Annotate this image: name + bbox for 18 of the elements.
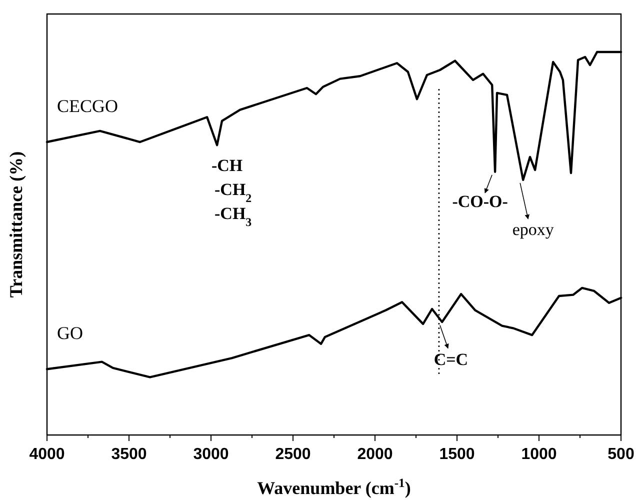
x-tick-label: 1000 [521,446,557,463]
series-label: CECGO [57,96,118,116]
series-label: GO [57,323,83,344]
annotation: -CO-O- [452,192,508,211]
annotation: -CH [211,156,243,176]
y-axis-title: Transmittance (%) [6,151,26,298]
x-tick-label: 3500 [111,446,147,463]
x-tick-label: 1500 [439,446,475,463]
x-tick-label: 2500 [275,446,311,463]
x-axis-title: Wavenumber (cm$^{-1}$) [257,476,411,498]
annotation: -CH$_{3}$ [214,204,252,230]
annotation: epoxy [512,220,554,239]
x-tick-label: 2000 [357,446,393,463]
x-tick-label: 500 [608,446,634,463]
annotation: C=C [434,350,468,370]
x-tick-label: 3000 [193,446,229,463]
annotation: -CH$_{2}$ [214,180,252,206]
x-tick-label: 4000 [29,446,65,463]
